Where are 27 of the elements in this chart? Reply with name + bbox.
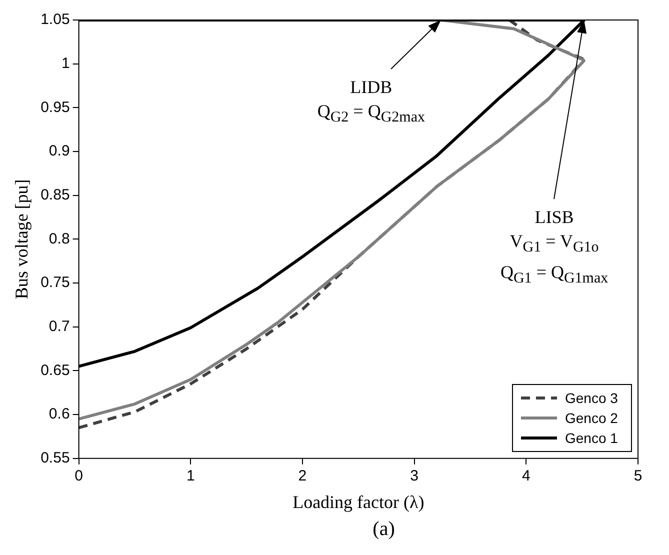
- x-axis-title: Loading factor (λ): [292, 492, 424, 512]
- annotation: LIDB Q$_{G2}$ = Q$_{G2max}$: [317, 77, 425, 126]
- y-tick-label: 0.8: [48, 230, 70, 248]
- x-tick-label: 4: [522, 468, 530, 485]
- text: (a): [372, 518, 396, 541]
- y-tick-label: 0.75: [40, 274, 70, 292]
- y-tick-label: 0.95: [40, 98, 70, 116]
- x-tick-label: 2: [298, 468, 307, 485]
- y-tick-label: 0.7: [48, 318, 70, 336]
- y-tick-label: 0.85: [40, 186, 70, 204]
- y-tick-label: 1: [61, 54, 70, 72]
- annotation: LISB: [534, 207, 574, 227]
- y-tick-label: 0.55: [40, 450, 70, 467]
- legend-label: Genco 3: [565, 390, 618, 406]
- legend-label: Genco 1: [565, 430, 618, 446]
- x-tick-label: 5: [634, 468, 642, 485]
- x-tick-label: 0: [74, 468, 83, 485]
- x-tick-label: 3: [410, 468, 418, 485]
- y-tick-label: 0.6: [48, 406, 70, 423]
- legend-label: Genco 2: [565, 410, 618, 426]
- annotation: Q$_{G1}$ = Q$_{G1max}$: [500, 260, 608, 288]
- y-axis-title: Bus voltage [pu]: [12, 179, 32, 300]
- y-tick-label: 1.05: [40, 11, 70, 28]
- y-tick-label: 0.9: [48, 142, 70, 160]
- y-tick-label: 0.65: [40, 362, 70, 379]
- annotation: V$_{G1}$ = V$_{G1o}$: [508, 230, 600, 258]
- x-tick-label: 1: [186, 468, 195, 485]
